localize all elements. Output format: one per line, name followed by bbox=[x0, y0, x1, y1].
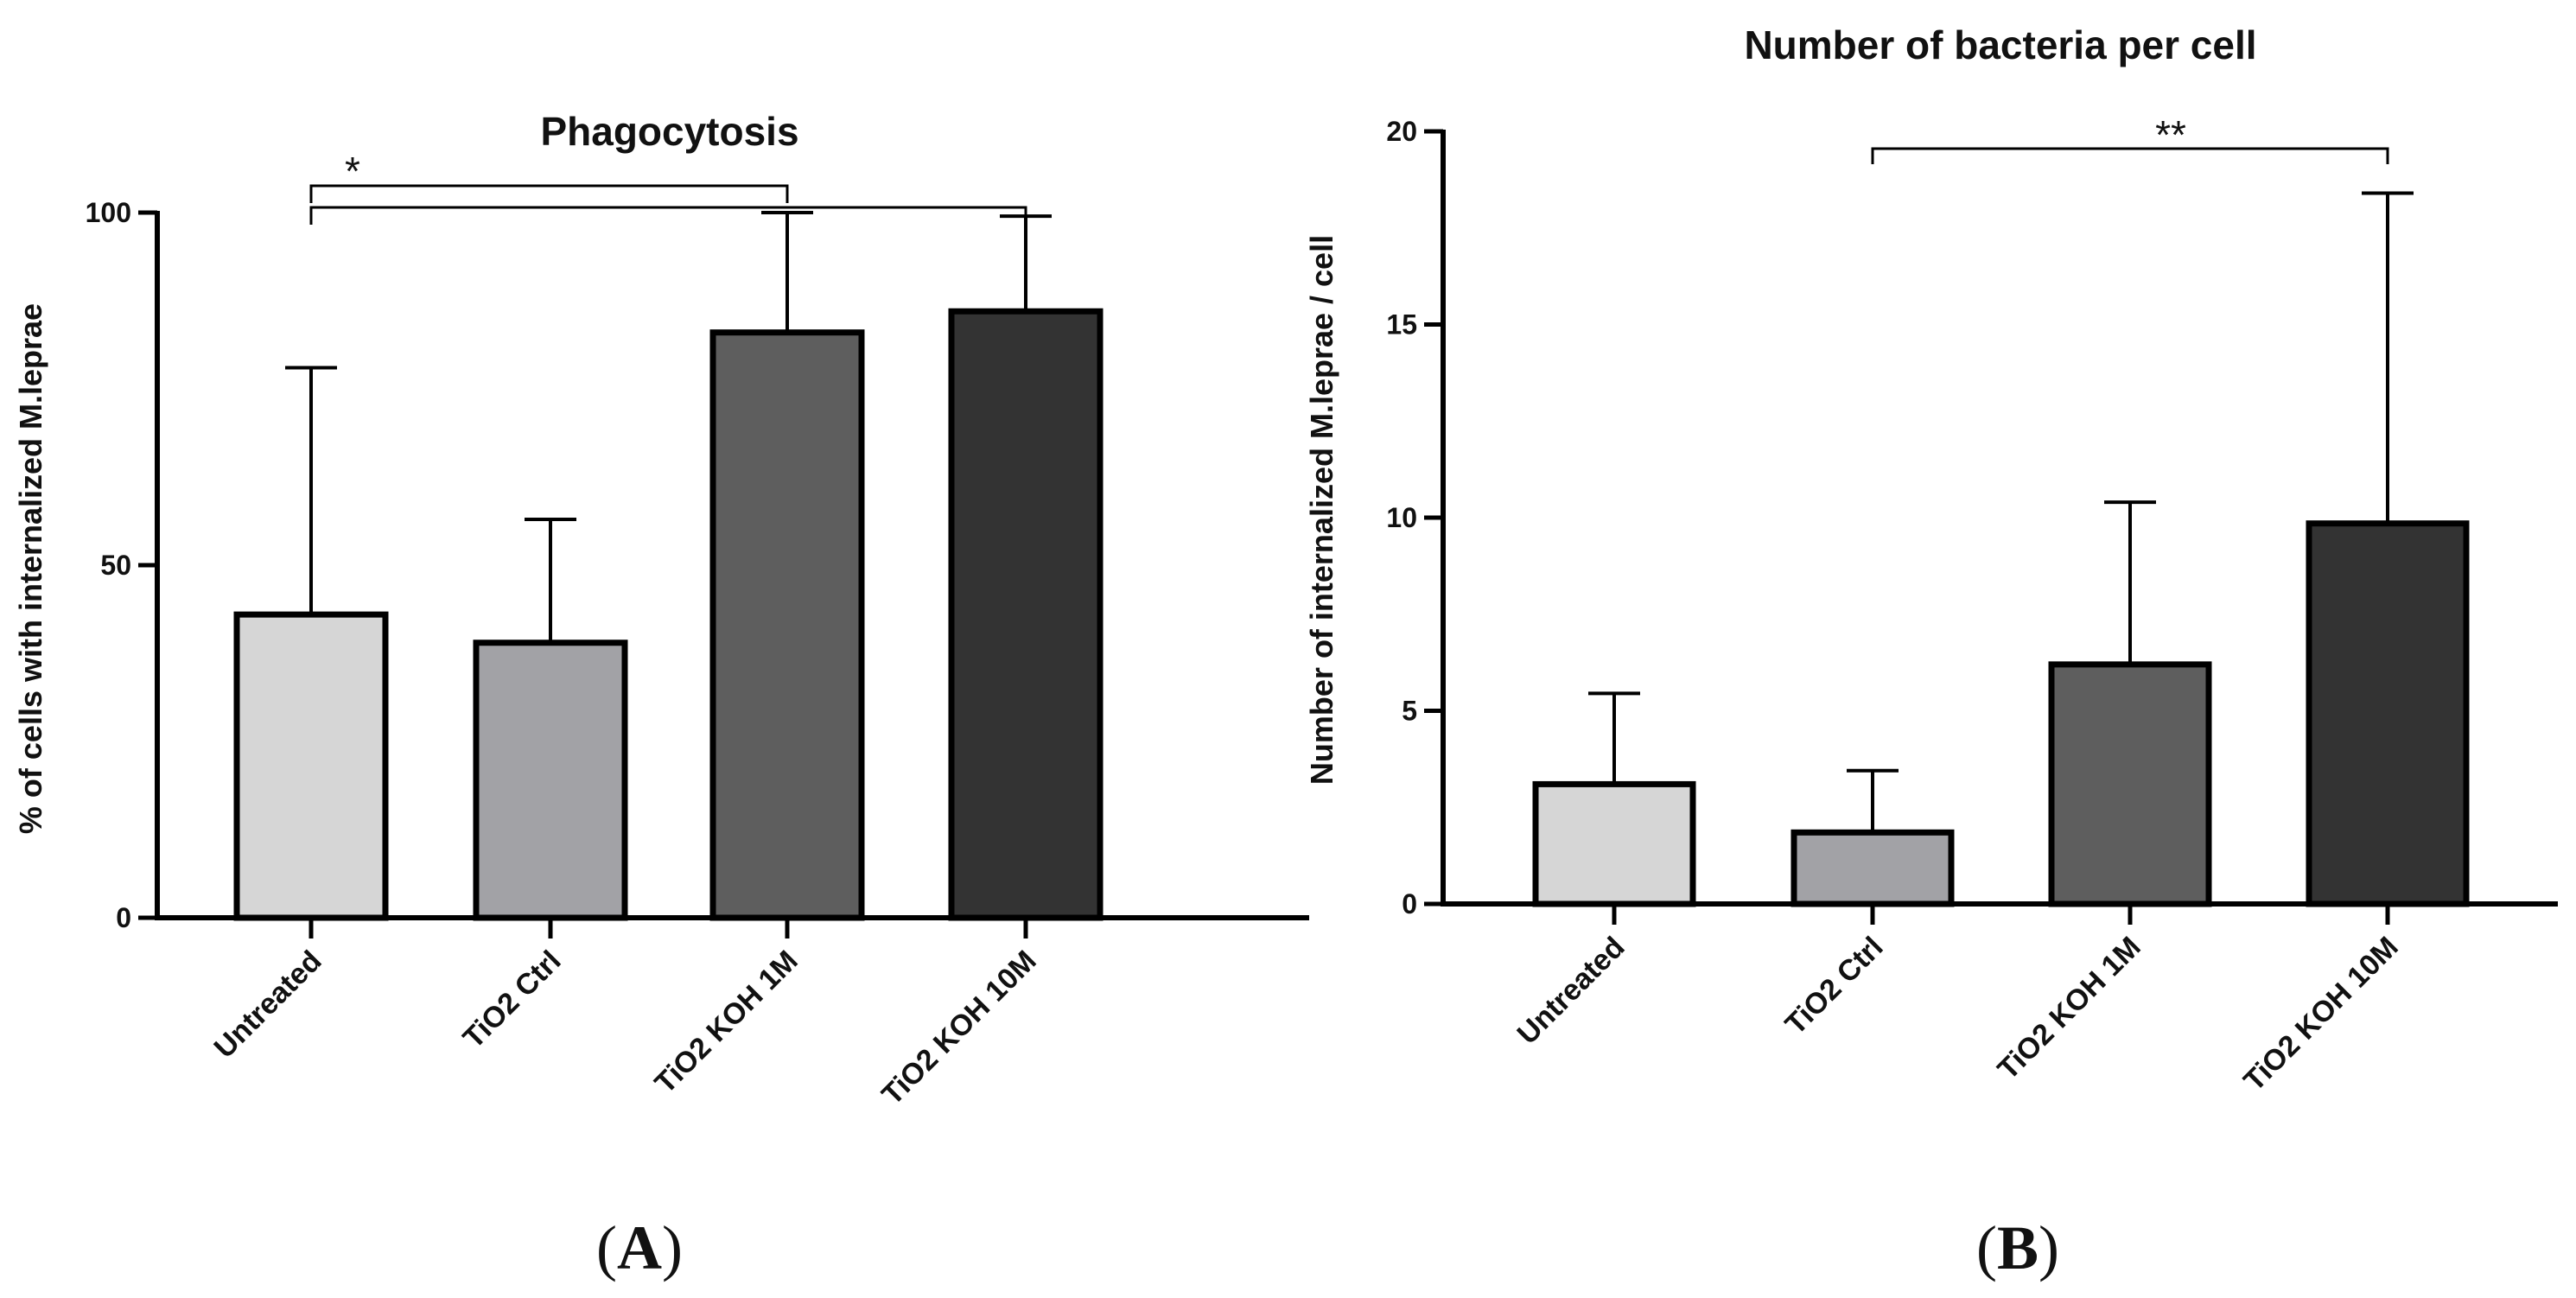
bars-group bbox=[1532, 520, 2470, 907]
bar bbox=[1532, 780, 1696, 907]
x-tick-label: TiO2 KOH 10M bbox=[875, 945, 1042, 1111]
y-tick-label: 5 bbox=[1402, 696, 1417, 727]
x-tick-label: Untreated bbox=[208, 945, 328, 1065]
y-tick-label: 100 bbox=[86, 197, 131, 228]
significance-group: * bbox=[309, 149, 1027, 225]
chart-bacteria-per-cell: Number of bacteria per cell Number of in… bbox=[1304, 22, 2558, 1282]
panel-label-close: ) bbox=[2039, 1213, 2059, 1282]
chart-phagocytosis: Phagocytosis % of cells with internalize… bbox=[13, 109, 1309, 1282]
error-bars-group bbox=[285, 211, 1052, 643]
y-tick-label: 20 bbox=[1386, 116, 1417, 147]
panel-label-open: ( bbox=[1976, 1213, 1997, 1282]
x-tick-label: Untreated bbox=[1511, 931, 1631, 1051]
chart-title: Number of bacteria per cell bbox=[1744, 22, 2256, 67]
y-axis-label: % of cells with internalized M.leprae bbox=[13, 303, 48, 834]
panel-label-close: ) bbox=[662, 1213, 683, 1282]
bar bbox=[948, 308, 1104, 921]
significance-group: ** bbox=[1871, 112, 2389, 164]
significance-bracket bbox=[1871, 147, 2389, 164]
x-tick-label: TiO2 KOH 1M bbox=[649, 945, 805, 1100]
y-tick-label: 0 bbox=[1402, 888, 1417, 919]
significance-label: ** bbox=[2155, 112, 2186, 157]
panel-label-open: ( bbox=[596, 1213, 617, 1282]
y-tick-label: 10 bbox=[1386, 502, 1417, 533]
x-tick-label: TiO2 Ctrl bbox=[1779, 931, 1890, 1041]
bar bbox=[233, 611, 389, 921]
bar bbox=[2306, 520, 2470, 907]
significance-bracket bbox=[309, 184, 789, 203]
panel-label: (A) bbox=[596, 1213, 683, 1282]
bar bbox=[473, 639, 628, 921]
significance-label: * bbox=[345, 149, 360, 194]
bars-group bbox=[233, 308, 1104, 921]
panel-label: (B) bbox=[1976, 1213, 2059, 1282]
panel-label-letter: B bbox=[1997, 1213, 2039, 1282]
significance-bracket bbox=[309, 206, 1027, 225]
y-tick-label: 0 bbox=[116, 902, 131, 933]
chart-title: Phagocytosis bbox=[540, 109, 798, 154]
error-bars-group bbox=[1588, 191, 2414, 833]
x-tick-label: TiO2 KOH 10M bbox=[2237, 931, 2404, 1098]
y-tick-label: 50 bbox=[100, 550, 131, 581]
y-tick-label: 15 bbox=[1386, 309, 1417, 340]
y-axis-label: Number of internalized M.leprae / cell bbox=[1304, 235, 1339, 785]
x-tick-label: TiO2 Ctrl bbox=[457, 945, 568, 1055]
ticks-group: 0 5 10 15 20 Untreated TiO2 Ctrl TiO2 KOH 1M TiO… bbox=[1386, 116, 2404, 1098]
bar bbox=[709, 329, 865, 921]
panel-label-letter: A bbox=[617, 1213, 662, 1282]
bar bbox=[1790, 829, 1955, 907]
bar bbox=[2048, 661, 2212, 907]
x-tick-label: TiO2 KOH 1M bbox=[1992, 931, 2147, 1086]
